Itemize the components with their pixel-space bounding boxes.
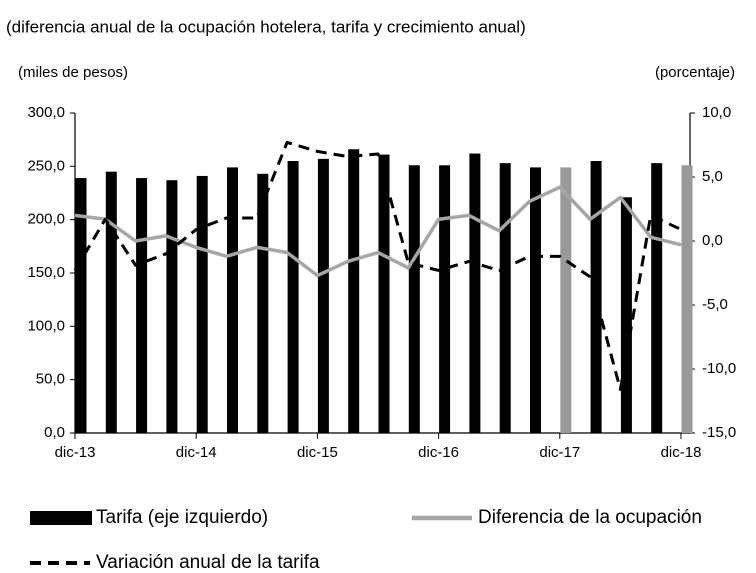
legend-label: Tarifa (eje izquierdo) — [96, 507, 268, 528]
y2-tick-label: 10,0 — [702, 104, 731, 121]
bar — [439, 165, 451, 433]
x-tick-label: dic-15 — [297, 444, 338, 461]
legend-label: Diferencia de la ocupación — [478, 507, 702, 528]
y-tick-label: 250,0 — [27, 157, 65, 174]
y-tick-label: 50,0 — [36, 371, 65, 388]
bar — [560, 167, 572, 433]
chart-title: (diferencia anual de la ocupación hotele… — [6, 17, 526, 36]
y2-tick-label: -15,0 — [702, 424, 736, 441]
bar — [287, 161, 299, 433]
bar — [590, 161, 602, 433]
y-tick-label: 300,0 — [27, 104, 65, 121]
y-axis-label: (miles de pesos) — [18, 64, 128, 81]
y-tick-label: 100,0 — [27, 317, 65, 334]
bar — [469, 153, 481, 434]
bar — [317, 158, 329, 433]
line — [74, 185, 682, 278]
x-tick-label: dic-17 — [539, 444, 580, 461]
y-tick-label: 0,0 — [44, 424, 65, 441]
bar — [105, 171, 117, 433]
y2-axis-label: (porcentaje) — [655, 64, 735, 81]
bar — [348, 149, 360, 433]
x-tick-label: dic-13 — [55, 444, 96, 461]
bar — [651, 163, 663, 433]
bar — [136, 178, 148, 433]
x-tick-label: dic-14 — [176, 444, 217, 461]
bar — [681, 165, 693, 433]
y2-tick-label: 0,0 — [702, 232, 723, 249]
y-tick-label: 200,0 — [27, 211, 65, 228]
y2-tick-label: -10,0 — [702, 360, 736, 377]
legend-label: Variación anual de la tarifa — [96, 552, 320, 573]
bar — [408, 165, 420, 433]
bar — [620, 197, 632, 433]
y-tick-label: 150,0 — [27, 264, 65, 281]
x-tick-label: dic-16 — [418, 444, 459, 461]
bar — [378, 154, 390, 433]
bar — [499, 163, 511, 433]
x-tick-label: dic-18 — [661, 444, 702, 461]
line — [73, 140, 682, 391]
bar — [75, 178, 87, 433]
legend-swatch — [30, 511, 92, 525]
bar — [530, 167, 541, 433]
bar — [257, 173, 269, 434]
y2-tick-label: 5,0 — [702, 168, 723, 185]
bar — [166, 180, 178, 433]
bar — [196, 175, 208, 433]
bar — [227, 167, 238, 433]
y2-tick-label: -5,0 — [702, 296, 728, 313]
